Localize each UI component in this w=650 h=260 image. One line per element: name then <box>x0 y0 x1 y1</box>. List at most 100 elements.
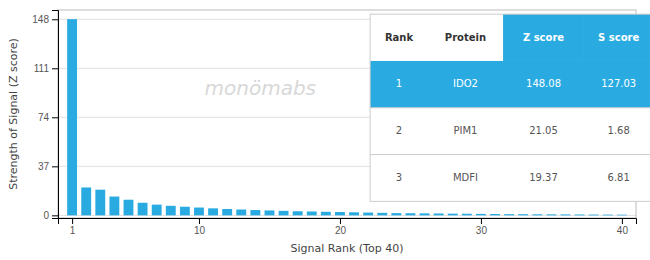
bar <box>222 209 232 215</box>
bar <box>406 213 416 215</box>
table-header: Protein <box>445 32 486 43</box>
bar <box>518 214 528 215</box>
tick-mark <box>72 218 73 224</box>
table: Rank Protein Z score S score 1 IDO2 148.08 127.… <box>370 14 650 201</box>
y-axis-label: Strength of Signal (Z score) <box>7 38 20 190</box>
table-cell: 148.08 <box>526 78 561 89</box>
bar <box>307 212 317 216</box>
bar <box>448 214 458 216</box>
bar <box>363 213 373 216</box>
bar <box>180 207 190 216</box>
table-highlight-row <box>370 61 650 108</box>
bar <box>434 213 444 215</box>
x-axis: 1 10 20 30 40 <box>59 218 637 236</box>
watermark: monömabs <box>205 76 316 100</box>
bar <box>152 205 162 216</box>
table-cell: MDFI <box>453 172 478 183</box>
bar <box>250 210 260 215</box>
axis-line <box>59 219 637 225</box>
tick: 111 <box>34 63 58 74</box>
tick: 1 <box>70 218 76 236</box>
bar <box>124 200 134 216</box>
tick-mark <box>52 166 58 167</box>
tick: 0 <box>43 210 58 221</box>
tick-label: 10 <box>194 225 206 236</box>
tick: 10 <box>194 218 206 236</box>
bar <box>349 212 359 215</box>
table-cell: IDO2 <box>453 78 478 89</box>
tick-mark <box>340 218 341 224</box>
x-axis-label: Signal Rank (Top 40) <box>291 242 404 255</box>
tick-mark <box>622 218 623 224</box>
tick-label: 148 <box>32 14 49 25</box>
bar <box>67 19 77 215</box>
table-cell: 3 <box>396 172 402 183</box>
table-cell: 19.37 <box>529 172 558 183</box>
tick-label: 30 <box>476 225 488 236</box>
bar <box>293 211 303 215</box>
bar <box>109 197 119 216</box>
tick-mark <box>52 117 58 118</box>
table-border <box>370 14 650 201</box>
tick-mark <box>52 68 58 69</box>
table-cell: 1.68 <box>608 125 630 136</box>
tick: 74 <box>38 112 58 123</box>
tick: 20 <box>335 218 347 236</box>
table-header: Rank <box>385 32 414 43</box>
table-cell: 2 <box>396 125 402 136</box>
tick-label: 74 <box>38 112 50 123</box>
bar <box>335 212 345 215</box>
chart: monömabs 1 10 20 30 40 0 37 74 111 148 Rank Protein Z… <box>0 0 650 260</box>
table-cell: 127.03 <box>601 78 636 89</box>
bar <box>166 206 176 216</box>
bar <box>321 212 331 216</box>
tick-label: 0 <box>43 210 49 221</box>
table-cell: PIM1 <box>453 125 477 136</box>
bar <box>279 211 289 216</box>
bar <box>617 214 627 216</box>
bar <box>265 210 275 215</box>
table-header-cell <box>503 14 584 61</box>
table-separator <box>370 154 650 155</box>
table-header-cell <box>584 14 650 61</box>
tick: 30 <box>476 218 488 236</box>
bar <box>490 214 500 215</box>
bar <box>194 208 204 216</box>
table-header: S score <box>598 32 639 43</box>
bar <box>575 214 585 216</box>
tick-label: 37 <box>38 161 50 172</box>
bar <box>546 214 556 216</box>
table-header: Z score <box>523 32 564 43</box>
tick-mark <box>52 215 58 216</box>
bar <box>476 214 486 215</box>
bar <box>138 203 148 216</box>
axis-line <box>52 11 59 219</box>
plot: monömabs 1 10 20 30 40 0 37 74 111 148 Rank Protein Z… <box>32 10 650 236</box>
bar <box>236 210 246 216</box>
tick-label: 40 <box>617 225 629 236</box>
bar <box>561 214 571 216</box>
bar <box>81 187 91 215</box>
bar <box>462 214 472 216</box>
bar <box>504 214 514 215</box>
tick-label: 111 <box>34 63 50 74</box>
bar <box>377 213 387 216</box>
bar <box>208 208 218 215</box>
bar <box>589 214 599 216</box>
bar <box>532 214 542 215</box>
bar <box>420 213 430 215</box>
tick: 148 <box>32 14 58 25</box>
bar <box>95 190 105 216</box>
tick-mark <box>199 218 200 224</box>
tick-mark <box>481 218 482 224</box>
tick-mark <box>52 19 58 20</box>
table-cell: 21.05 <box>529 125 558 136</box>
bar <box>603 214 613 216</box>
table-cell: 6.81 <box>608 172 630 183</box>
table-cell: 1 <box>396 78 402 89</box>
table-separator <box>370 107 650 108</box>
y-axis: 0 37 74 111 148 <box>32 11 58 222</box>
table-background <box>370 14 650 201</box>
tick: 40 <box>617 218 629 236</box>
tick-label: 1 <box>70 225 76 236</box>
